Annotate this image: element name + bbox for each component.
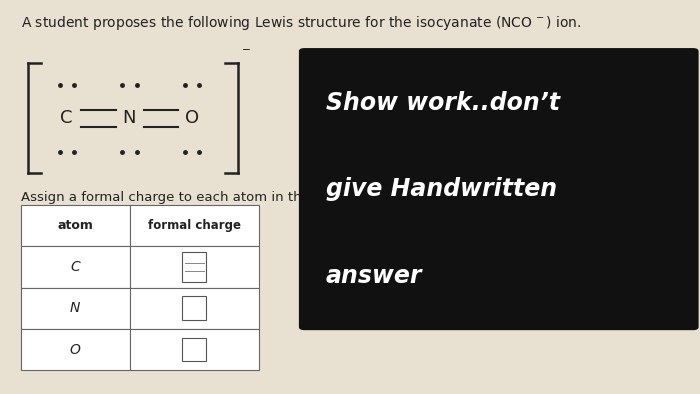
Text: O: O [70, 343, 80, 357]
Text: give Handwritten: give Handwritten [326, 177, 556, 201]
Text: C: C [60, 109, 73, 127]
Text: answer: answer [326, 264, 422, 288]
Text: O: O [186, 109, 199, 127]
Text: atom: atom [57, 219, 93, 232]
Text: A student proposes the following Lewis structure for the isocyanate $\left(\math: A student proposes the following Lewis s… [21, 14, 582, 32]
Bar [182, 296, 206, 320]
Text: Assign a formal charge to each atom in the student's Lewis structure.: Assign a formal charge to each atom in t… [21, 191, 486, 204]
Bar [182, 252, 206, 282]
Text: N: N [122, 109, 136, 127]
FancyBboxPatch shape [299, 48, 699, 330]
Text: Show work..don’t: Show work..don’t [326, 91, 559, 115]
Text: N: N [70, 301, 80, 315]
Text: formal charge: formal charge [148, 219, 241, 232]
Text: $^{-}$: $^{-}$ [241, 46, 251, 61]
Text: C: C [71, 260, 80, 274]
Bar [182, 338, 206, 362]
